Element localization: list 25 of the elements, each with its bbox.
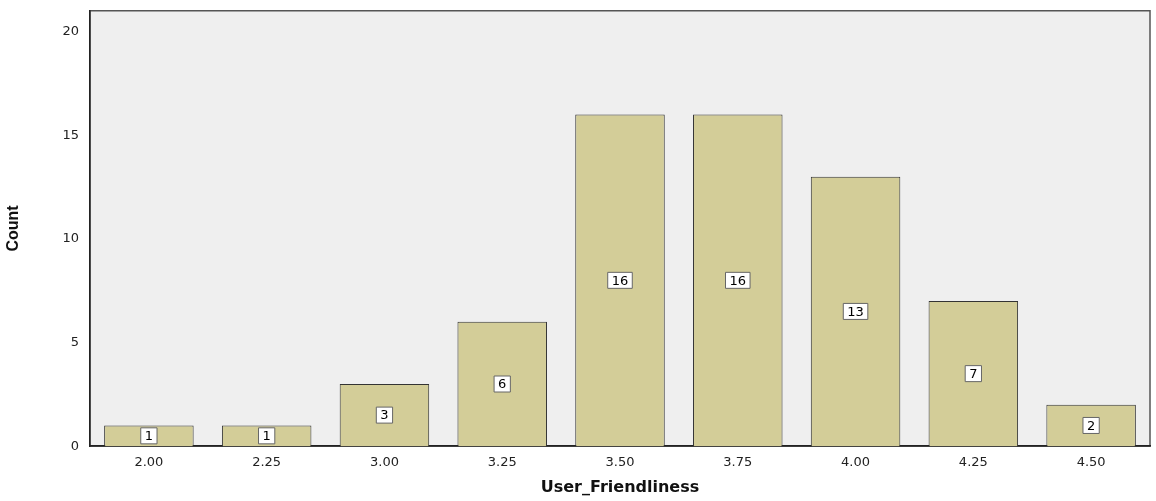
y-tick-label: 20	[62, 22, 79, 38]
y-axis-title: Count	[4, 204, 22, 252]
data-label: 1	[262, 428, 271, 444]
data-label: 13	[847, 303, 864, 319]
x-tick-label: 4.25	[958, 454, 988, 470]
y-tick-label: 10	[62, 230, 79, 246]
data-label: 3	[380, 407, 389, 423]
data-label: 1	[144, 428, 154, 444]
x-tick-label: 2.00	[134, 454, 164, 470]
x-tick-label: 2.25	[252, 454, 282, 470]
x-tick-label: 3.50	[605, 454, 635, 470]
x-tick-label: 3.00	[369, 454, 399, 470]
data-label: 6	[498, 376, 507, 392]
x-axis-title: User_Friendliness	[540, 476, 700, 496]
data-label: 16	[611, 272, 629, 288]
x-tick-label: 4.00	[841, 454, 871, 470]
data-label: 2	[1086, 417, 1096, 433]
x-tick-label: 3.25	[487, 454, 517, 470]
data-label: 16	[729, 272, 747, 288]
x-tick-label: 3.75	[723, 454, 753, 470]
x-tick-label: 4.50	[1076, 454, 1106, 470]
y-tick-label: 5	[70, 333, 79, 349]
y-tick-label: 15	[62, 126, 79, 142]
data-label: 7	[969, 366, 978, 382]
y-tick-label: 0	[70, 437, 79, 453]
